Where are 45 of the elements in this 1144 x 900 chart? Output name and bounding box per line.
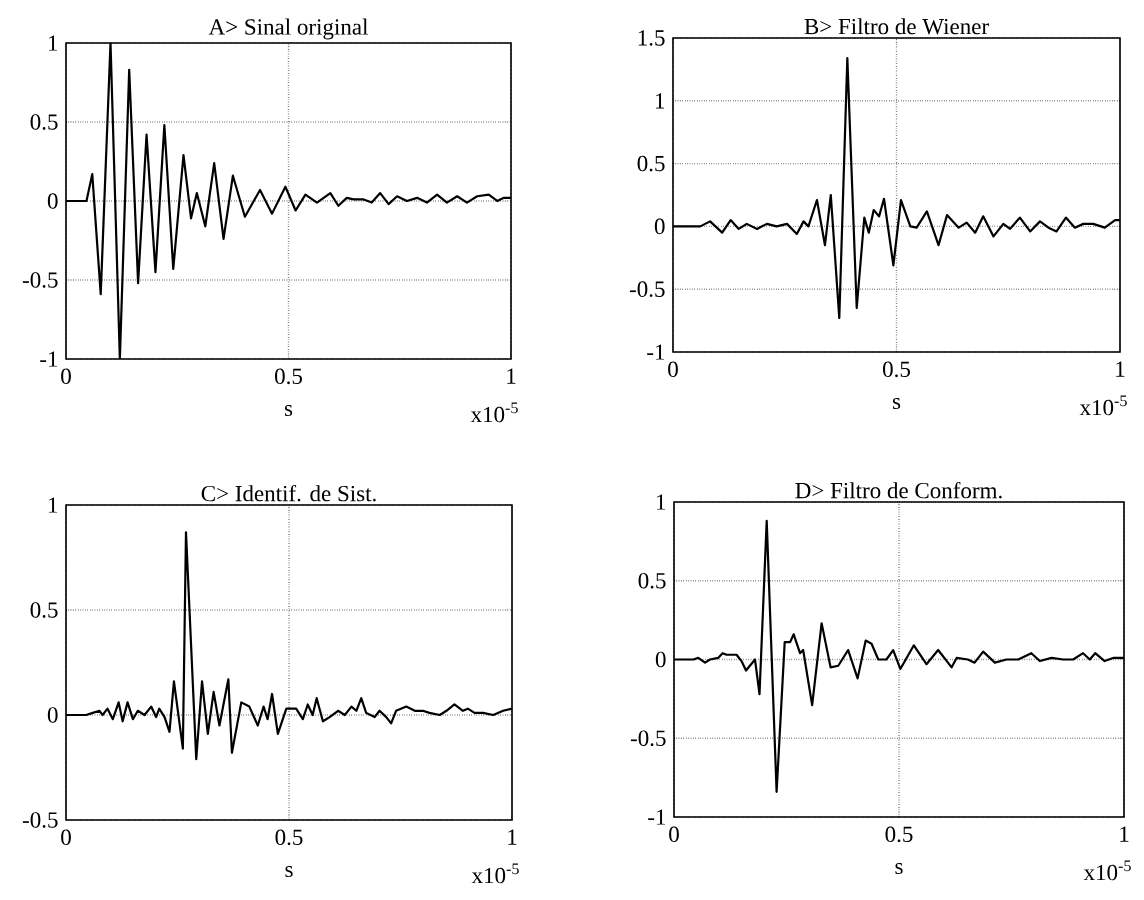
- y-tick-label: -0.5: [630, 730, 666, 747]
- x-axis-title: s: [895, 863, 903, 875]
- x-axis-title: s: [285, 866, 293, 878]
- x-tick-label: 0: [61, 368, 71, 385]
- y-tick-label: 1: [49, 497, 58, 513]
- y-tick-label: 0: [47, 707, 58, 723]
- text: x10$^{-5}$: [470, 402, 518, 423]
- y-tick-label: 1: [655, 93, 665, 109]
- x-tick-label: 1: [1116, 361, 1125, 377]
- x-tick-label: 0.5: [885, 826, 913, 843]
- x-tick-label: 0: [669, 826, 679, 843]
- x-tick-label: 1: [1120, 826, 1129, 842]
- chart-title: C> Identif. de Sist.: [201, 484, 376, 502]
- y-tick-label: 1: [49, 35, 58, 51]
- y-tick-label: -1: [648, 809, 666, 825]
- y-tick-label: 0.5: [30, 602, 58, 618]
- x-axis-title: s: [284, 405, 293, 417]
- y-tick-label: 0: [655, 651, 666, 668]
- x-axis-title: s: [892, 398, 901, 410]
- x-tick-label: 0.5: [883, 361, 910, 378]
- y-tick-label: 0.5: [638, 572, 666, 589]
- x-tick-label: 1: [508, 829, 517, 845]
- y-tick-label: 1.5: [638, 30, 665, 46]
- x-tick-label: 0.5: [275, 368, 302, 385]
- chart-title: B> Filtro de Wiener: [804, 18, 989, 35]
- chart-title: D> Filtro de Conform.: [795, 481, 1002, 499]
- y-tick-label: 0: [47, 193, 58, 209]
- y-tick-label: 0.5: [30, 114, 58, 130]
- text: x10$^{-5}$: [471, 863, 519, 884]
- chart-title: A> Sinal original: [208, 18, 368, 40]
- x-tick-label: 0: [61, 829, 71, 846]
- y-tick-label: 0.5: [637, 155, 665, 172]
- y-tick-label: 0: [654, 218, 665, 235]
- line-series: [66, 42, 512, 359]
- x-tick-label: 0: [668, 361, 678, 378]
- y-tick-label: 1: [656, 494, 666, 510]
- text: x10$^{-5}$: [1079, 395, 1127, 416]
- x-tick-label: 0.5: [275, 829, 303, 846]
- x-tick-label: 1: [507, 368, 516, 384]
- y-tick-label: -1: [647, 344, 665, 360]
- y-tick-label: -1: [40, 351, 58, 367]
- text: x10$^{-5}$: [1083, 860, 1131, 881]
- y-tick-label: -0.5: [629, 281, 665, 297]
- y-tick-label: -0.5: [22, 272, 58, 288]
- y-tick-label: -0.5: [22, 812, 58, 828]
